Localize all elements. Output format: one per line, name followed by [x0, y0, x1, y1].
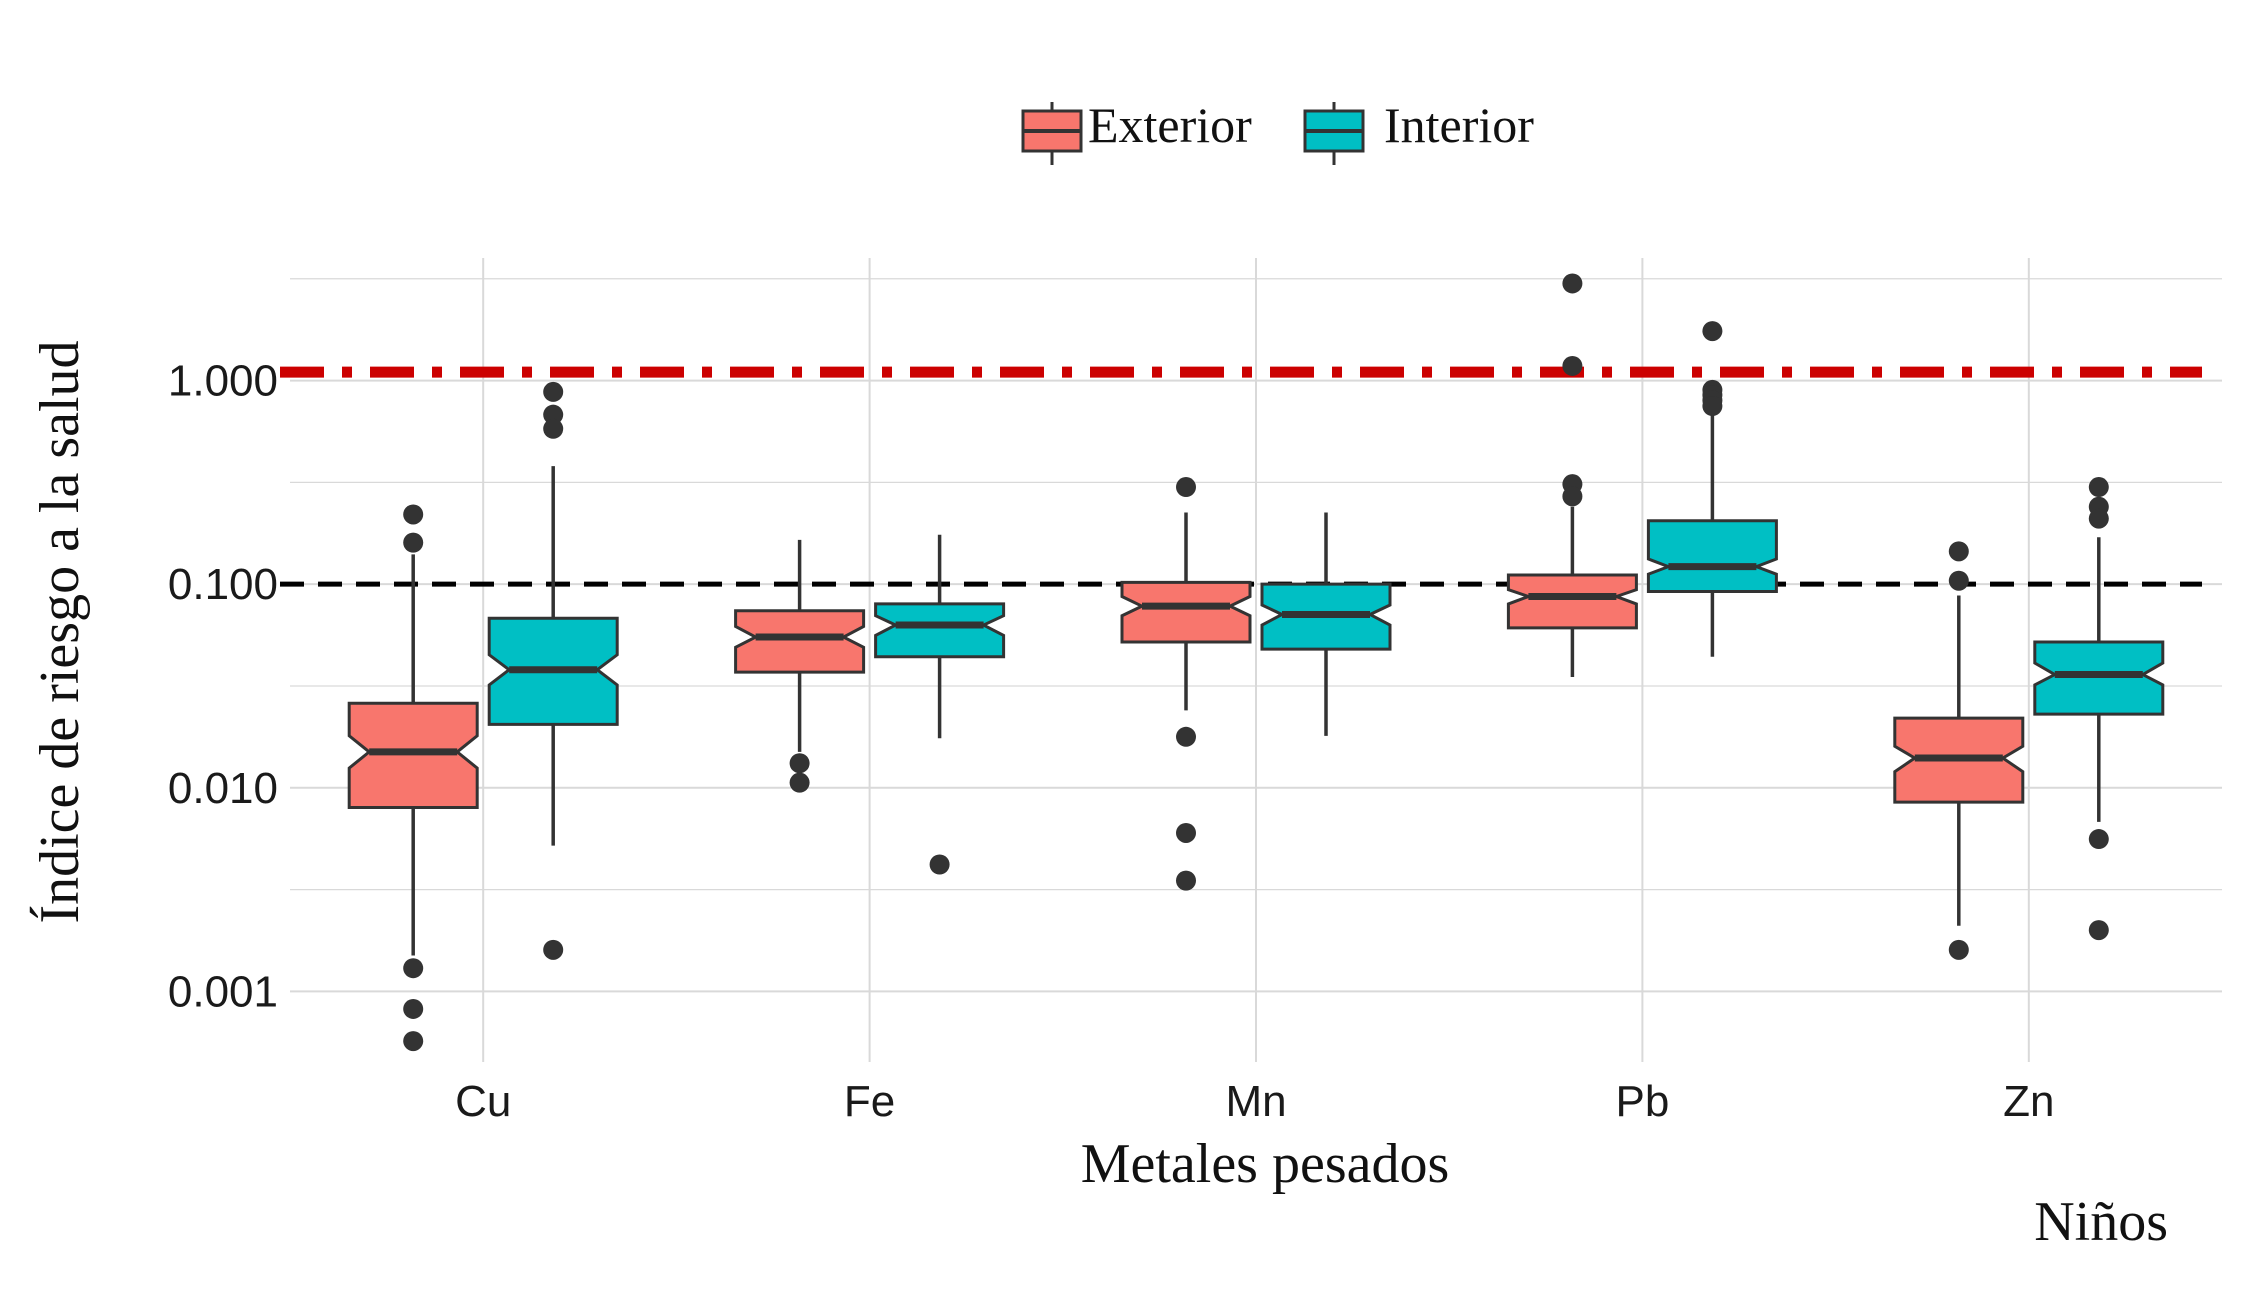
outlier-point [543, 381, 564, 402]
box-body [2033, 640, 2165, 716]
outlier-point [1562, 273, 1583, 294]
outlier-point [1176, 477, 1196, 498]
box-interior-pb [1646, 321, 1778, 657]
outlier-point [403, 1031, 424, 1052]
y-tick-label: 0.010 [168, 764, 278, 813]
outlier-point [1948, 939, 1969, 960]
chart-caption: Niños [2034, 1191, 2168, 1253]
box-exterior-mn [1120, 477, 1252, 891]
box-interior-mn [1260, 512, 1392, 736]
outlier-point [789, 753, 810, 774]
outlier-point [2088, 477, 2109, 498]
box-exterior-zn [1893, 541, 2025, 960]
x-axis-title: Metales pesados [1081, 1133, 1450, 1195]
legend: Exterior Interior [1021, 97, 1534, 165]
x-tick-label: Mn [1225, 1077, 1286, 1126]
x-tick-label: Cu [455, 1077, 511, 1126]
box-interior-zn [2033, 477, 2165, 941]
outlier-point [1702, 321, 1723, 342]
y-axis-ticks: 0.001 0.010 0.100 1.000 [168, 357, 278, 1017]
outlier-point [1948, 570, 1969, 591]
outlier-point [1562, 486, 1583, 507]
y-tick-label: 1.000 [168, 357, 278, 406]
x-tick-label: Fe [844, 1077, 895, 1126]
outlier-point [2088, 508, 2109, 529]
outlier-point [2088, 920, 2109, 941]
legend-item-exterior: Exterior [1021, 97, 1252, 165]
outlier-point [2088, 829, 2109, 850]
box-exterior-pb [1506, 273, 1638, 678]
outlier-point [789, 772, 810, 793]
x-tick-label: Zn [2003, 1077, 2054, 1126]
x-tick-label: Pb [1615, 1077, 1669, 1126]
box-interior-fe [874, 534, 1006, 875]
legend-item-interior: Interior [1303, 97, 1534, 165]
outlier-point [403, 532, 424, 553]
y-tick-label: 0.001 [168, 967, 278, 1016]
box-body [734, 609, 866, 674]
y-tick-label: 0.100 [168, 560, 278, 609]
box-exterior-fe [734, 539, 866, 793]
outlier-point [403, 958, 424, 979]
legend-label-interior: Interior [1384, 97, 1534, 153]
outlier-point [1176, 822, 1196, 843]
legend-label-exterior: Exterior [1088, 97, 1252, 153]
outlier-point [1562, 355, 1583, 376]
outlier-point [403, 504, 424, 525]
boxes [347, 273, 2165, 1052]
y-axis-title: Índice de riesgo a la salud [29, 340, 91, 923]
box-body [1646, 519, 1778, 594]
outlier-point [543, 939, 564, 960]
grid-lines [290, 258, 2222, 1062]
box-body [1506, 573, 1638, 630]
outlier-point [1176, 870, 1196, 891]
outlier-point [1948, 541, 1969, 562]
outlier-point [1702, 396, 1723, 417]
x-axis-ticks: Cu Fe Mn Pb Zn [455, 1077, 2054, 1126]
box-body [1120, 580, 1252, 644]
outlier-point [543, 418, 564, 439]
reference-lines [280, 366, 2202, 587]
box-exterior-cu [347, 504, 479, 1052]
outlier-point [929, 854, 950, 875]
box-interior-cu [487, 381, 619, 960]
outlier-point [543, 404, 564, 425]
box-body [874, 602, 1006, 659]
outlier-point [1176, 726, 1196, 747]
outlier-point [403, 998, 424, 1019]
